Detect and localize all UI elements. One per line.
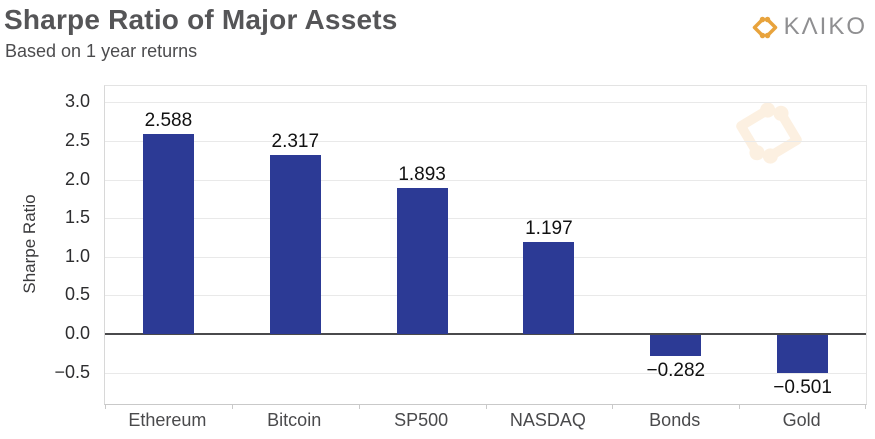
kaiko-logo: KΛIKO	[749, 13, 867, 41]
x-label-gold: Gold	[782, 410, 821, 430]
gridline-2.5	[105, 140, 866, 142]
y-tick-label-1.5: 1.5	[64, 207, 90, 228]
y-tick-label-0.5: 0.5	[64, 284, 90, 305]
x-axis-tick-labels: Ethereum Bitcoin SP500 NASDAQ Bonds Gold	[104, 410, 865, 436]
y-tick-label-2.5: 2.5	[64, 129, 90, 150]
bar-sp500	[396, 187, 448, 335]
value-label-ethereum: 2.588	[144, 110, 193, 132]
y-tick-label-2: 2.0	[64, 168, 90, 189]
x-label-sp500: SP500	[394, 410, 449, 430]
y-tick-label-3: 3.0	[64, 91, 90, 112]
x-axis-tick	[612, 404, 614, 409]
kaiko-watermark-icon	[736, 102, 802, 164]
zero-line	[105, 333, 866, 335]
x-label-bonds: Bonds	[649, 410, 701, 430]
y-axis-tick-labels: 3.0 2.5 2.0 1.5 1.0 0.5 0.0 −0.5	[40, 85, 94, 403]
bar-bitcoin	[269, 155, 321, 334]
value-label-bitcoin: 2.317	[271, 131, 320, 152]
value-label-gold: −0.501	[773, 376, 832, 398]
page-title: Sharpe Ratio of Major Assets	[4, 4, 398, 35]
gridline-1.5	[105, 218, 866, 220]
bar-ethereum	[142, 134, 194, 334]
x-axis-tick	[231, 404, 233, 409]
value-label-sp500: 1.893	[398, 163, 446, 185]
value-label-bonds: −0.282	[646, 359, 706, 381]
y-tick-label--0.5: −0.5	[54, 361, 90, 382]
gridline-2	[105, 179, 866, 181]
gridline--0.5	[105, 372, 866, 374]
x-axis-tick	[358, 404, 360, 409]
x-label-nasdaq: NASDAQ	[509, 410, 586, 430]
y-tick-label-0: 0.0	[64, 323, 90, 343]
x-label-bitcoin: Bitcoin	[267, 410, 322, 430]
kaiko-mark-icon	[752, 16, 777, 38]
x-axis-tick	[865, 404, 866, 409]
x-axis-tick	[105, 404, 106, 409]
plot-area: 2.588 2.317 1.893 1.197 −0.282 −0.501	[104, 85, 867, 409]
kaiko-wordmark: KΛIKO	[783, 13, 867, 40]
gridline-1	[105, 256, 866, 258]
page-subtitle: Based on 1 year returns	[5, 41, 198, 61]
bar-gold	[777, 335, 829, 373]
x-axis-tick	[739, 404, 741, 409]
x-axis-tick	[485, 404, 487, 409]
gridline-3	[105, 102, 866, 104]
x-label-ethereum: Ethereum	[128, 410, 207, 430]
bar-bonds	[650, 335, 702, 356]
y-tick-label-1: 1.0	[64, 245, 90, 266]
value-label-nasdaq: 1.197	[525, 217, 573, 239]
bar-nasdaq	[523, 241, 575, 334]
gridline-0.5	[105, 295, 866, 297]
